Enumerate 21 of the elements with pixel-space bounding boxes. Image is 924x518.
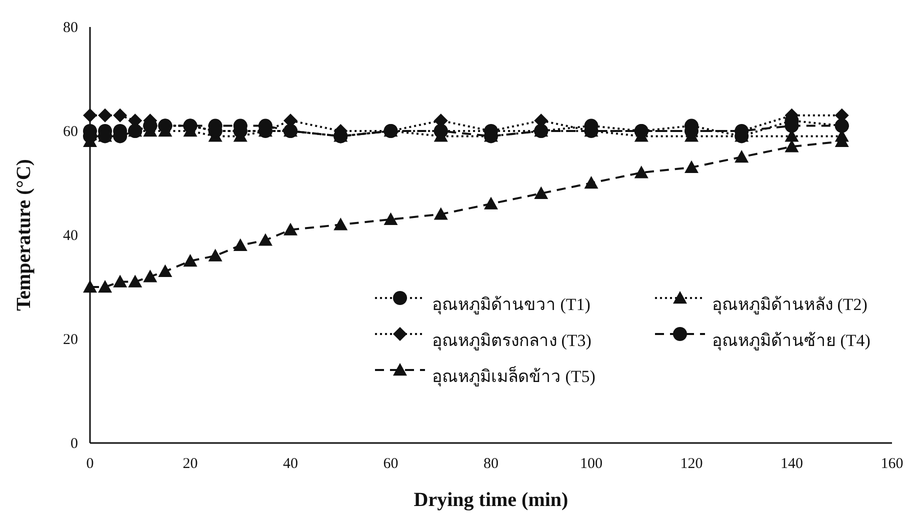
x-tick-label: 20 (182, 456, 198, 472)
y-axis-title: Temperature (°C) (13, 159, 35, 311)
legend-label: อุณหภูมิด้านซ้าย (T4) (712, 331, 870, 351)
y-tick-label: 0 (70, 436, 78, 452)
x-tick-label: 160 (880, 456, 904, 472)
x-tick-label: 0 (86, 456, 94, 472)
legend-label: อุณหภูมิด้านขวา (T1) (432, 295, 590, 315)
x-tick-label: 60 (383, 456, 398, 472)
legend-label: อุณหภูมิด้านหลัง (T2) (712, 295, 868, 315)
x-tick-label: 100 (580, 456, 602, 472)
y-tick-label: 20 (63, 332, 78, 348)
legend-label: อุณหภูมิเมล็ดข้าว (T5) (432, 365, 596, 387)
y-tick-label: 40 (63, 228, 78, 244)
y-tick-label: 80 (63, 20, 78, 36)
y-tick-label: 60 (63, 124, 78, 140)
x-tick-label: 120 (680, 456, 703, 472)
legend-label: อุณหภูมิตรงกลาง (T3) (432, 331, 592, 351)
x-tick-label: 40 (283, 456, 298, 472)
x-tick-label: 80 (484, 456, 498, 472)
x-tick-label: 140 (780, 456, 803, 472)
x-axis-title: Drying time (min) (414, 489, 568, 511)
